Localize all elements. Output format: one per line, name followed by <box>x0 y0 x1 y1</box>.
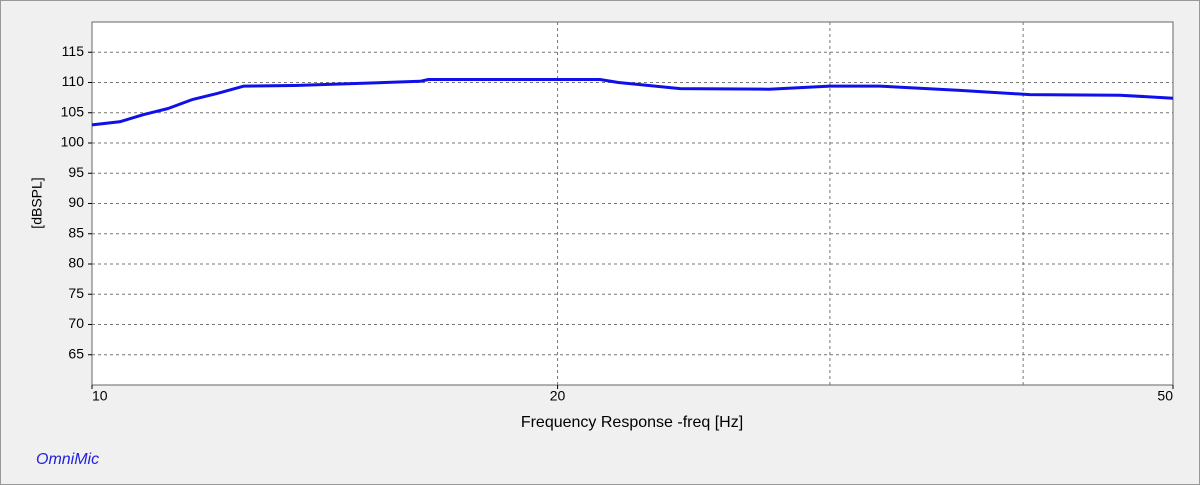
y-tick-label: 70 <box>68 315 84 331</box>
y-tick-label: 95 <box>68 164 84 180</box>
y-tick-label: 115 <box>62 43 85 59</box>
data-line <box>91 78 1174 127</box>
x-tick-label: 50 <box>1157 388 1173 404</box>
x-tick-label: 20 <box>550 388 566 404</box>
x-axis-label: Frequency Response -freq [Hz] <box>521 414 743 431</box>
y-axis-label: [dBSPL] <box>29 177 45 228</box>
brand-label: OmniMic <box>36 451 99 468</box>
y-tick-label: 75 <box>68 285 84 301</box>
y-tick-label: 65 <box>68 345 84 361</box>
y-tick-label: 110 <box>62 73 85 89</box>
y-tick-label: 100 <box>61 134 85 150</box>
x-tick-label: 10 <box>92 388 108 404</box>
y-tick-label: 90 <box>68 194 84 210</box>
y-tick-label: 85 <box>68 224 84 240</box>
y-tick-label: 80 <box>68 255 84 271</box>
y-tick-label: 105 <box>61 103 85 119</box>
